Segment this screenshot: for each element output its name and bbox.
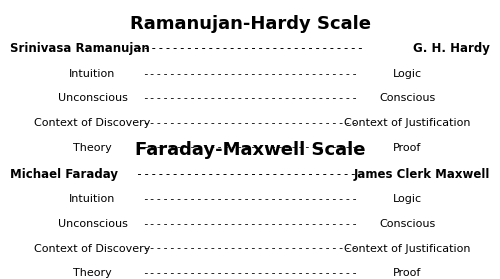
Text: Ramanujan-Hardy Scale: Ramanujan-Hardy Scale	[130, 15, 370, 33]
Text: Srinivasa Ramanujan: Srinivasa Ramanujan	[10, 42, 150, 55]
Text: Context of Justification: Context of Justification	[344, 118, 471, 128]
Text: Logic: Logic	[393, 194, 422, 205]
Text: --------------------------------: --------------------------------	[142, 143, 358, 153]
Text: Context of Discovery: Context of Discovery	[34, 118, 150, 128]
Text: Context of Justification: Context of Justification	[344, 244, 471, 254]
Text: Intuition: Intuition	[70, 194, 116, 205]
Text: --------------------------------: --------------------------------	[136, 42, 364, 55]
Text: --------------------------------: --------------------------------	[142, 118, 358, 128]
Text: G. H. Hardy: G. H. Hardy	[413, 42, 490, 55]
Text: Unconscious: Unconscious	[58, 219, 128, 229]
Text: --------------------------------: --------------------------------	[142, 268, 358, 278]
Text: Faraday-Maxwell Scale: Faraday-Maxwell Scale	[135, 141, 365, 159]
Text: Context of Discovery: Context of Discovery	[34, 244, 150, 254]
Text: Intuition: Intuition	[70, 69, 116, 79]
Text: Conscious: Conscious	[380, 93, 436, 104]
Text: Theory: Theory	[73, 143, 112, 153]
Text: --------------------------------: --------------------------------	[142, 93, 358, 104]
Text: --------------------------------: --------------------------------	[136, 168, 364, 181]
Text: Conscious: Conscious	[380, 219, 436, 229]
Text: Proof: Proof	[394, 268, 421, 278]
Text: --------------------------------: --------------------------------	[142, 219, 358, 229]
Text: Theory: Theory	[73, 268, 112, 278]
Text: James Clerk Maxwell: James Clerk Maxwell	[354, 168, 490, 181]
Text: Proof: Proof	[394, 143, 421, 153]
Text: --------------------------------: --------------------------------	[142, 69, 358, 79]
Text: Logic: Logic	[393, 69, 422, 79]
Text: --------------------------------: --------------------------------	[142, 244, 358, 254]
Text: --------------------------------: --------------------------------	[142, 194, 358, 205]
Text: Michael Faraday: Michael Faraday	[10, 168, 118, 181]
Text: Unconscious: Unconscious	[58, 93, 128, 104]
